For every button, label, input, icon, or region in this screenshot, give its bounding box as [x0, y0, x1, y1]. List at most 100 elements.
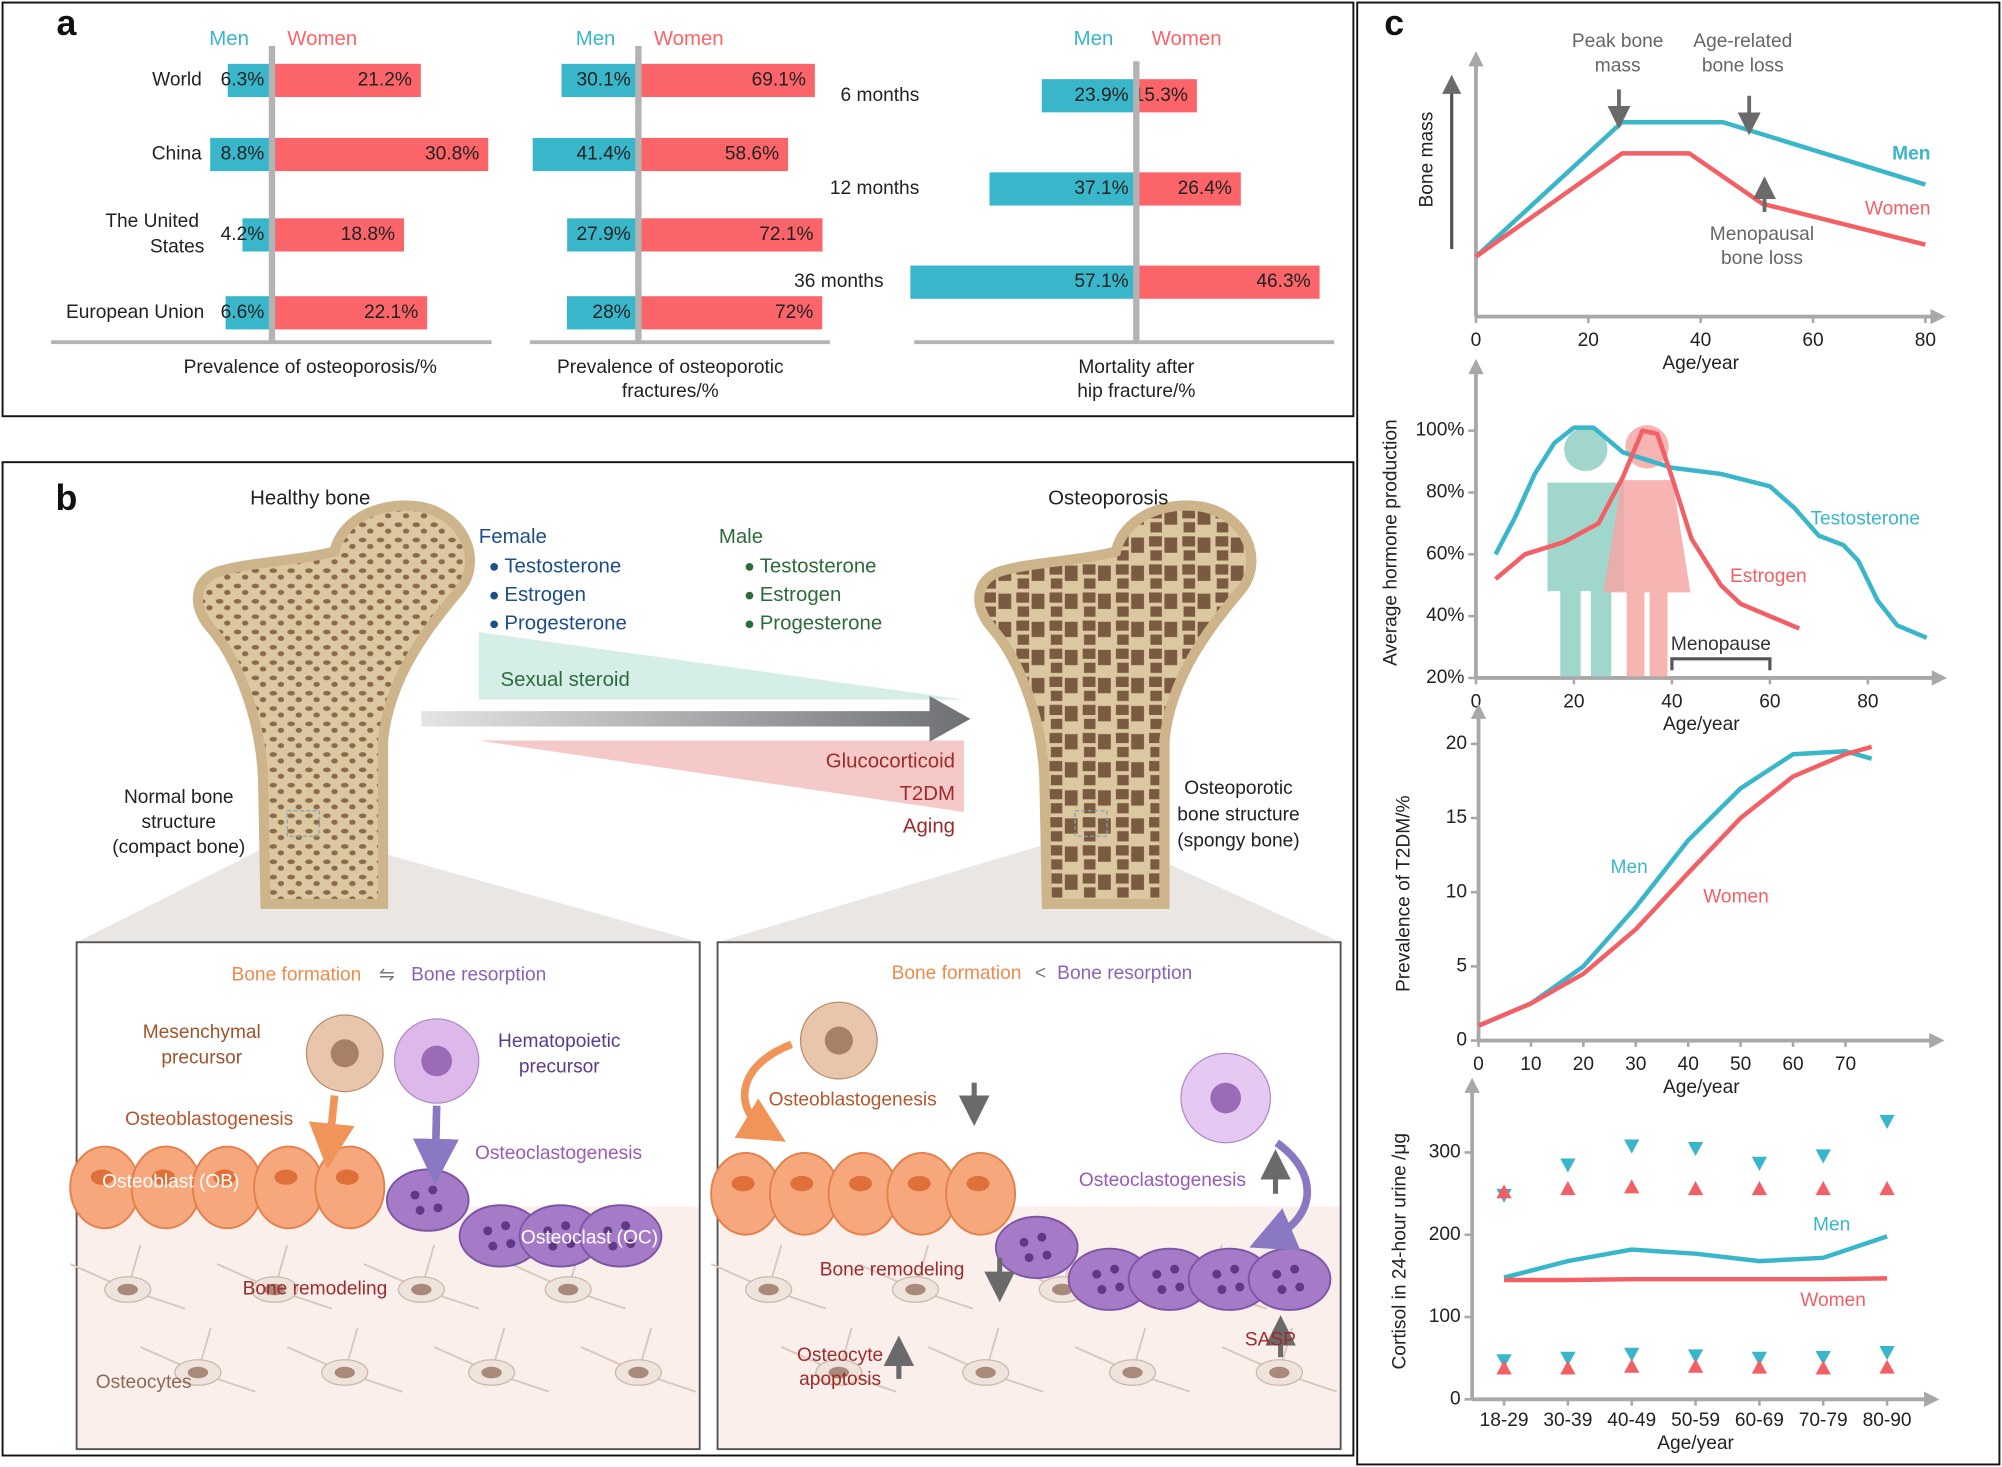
x-tick-label: 40	[1661, 691, 1682, 712]
osteocyte-nucleus	[758, 1283, 779, 1296]
osteocyte-nucleus	[481, 1366, 502, 1379]
osteoblast-nucleus	[90, 1169, 114, 1185]
marker	[1560, 1158, 1576, 1173]
y-tick-label: 5	[1456, 955, 1467, 976]
osteocyte-nucleus	[334, 1366, 355, 1379]
axis-arrow	[1924, 1391, 1940, 1407]
osteocyte-nucleus	[1122, 1366, 1143, 1379]
osteoclast-nucleus	[488, 1241, 498, 1251]
chart-title: fractures/%	[622, 381, 719, 402]
osteoclast-nucleus	[621, 1221, 631, 1231]
osteoblast	[253, 1145, 324, 1230]
label: Mesenchymal	[143, 1022, 261, 1043]
value-label: 30.8%	[425, 144, 479, 165]
bar	[638, 137, 789, 172]
marker	[1815, 1350, 1831, 1366]
nucleus	[1210, 1082, 1242, 1114]
annotation: Age-related	[1693, 31, 1792, 52]
chart-title: Mortality after	[1078, 357, 1195, 378]
osteoclast-nucleus	[1092, 1269, 1102, 1279]
osteoclast-nucleus	[1170, 1264, 1180, 1274]
osteoclast	[994, 1215, 1079, 1279]
osteoclast-nucleus	[1097, 1285, 1107, 1294]
x-tick-label: 20	[1578, 330, 1599, 351]
heading: Osteoporosis	[1048, 488, 1168, 510]
x-tick-label: 0	[1471, 691, 1482, 712]
osteoblast-nucleus	[966, 1175, 990, 1192]
category-label: The United States	[105, 211, 204, 258]
panel-label: a	[56, 3, 77, 43]
zoom-box	[286, 810, 320, 837]
panel-label: c	[1384, 3, 1404, 43]
label: Osteoclastogenesis	[475, 1143, 642, 1164]
x-axis-label: Age/year	[1663, 714, 1740, 735]
x-axis-label: Age/year	[1662, 353, 1739, 374]
panel-b-frame	[1, 461, 1355, 1457]
osteoclast-nucleus	[483, 1226, 493, 1236]
value-label: 72.1%	[759, 224, 813, 245]
axis-arrow	[1931, 670, 1948, 686]
x-tick-label: 70	[1835, 1054, 1856, 1075]
marker	[1815, 1149, 1831, 1164]
y-axis-label: Cortisol in 24-hour urine /μg	[1390, 1133, 1411, 1370]
label: ⇋	[379, 965, 395, 986]
marker	[1751, 1156, 1768, 1171]
marker	[1560, 1181, 1576, 1196]
series-line	[1474, 119, 1927, 259]
y-tick-label: 100	[1429, 1306, 1461, 1327]
annotation: mass	[1595, 55, 1641, 76]
nucleus	[330, 1039, 359, 1068]
legend-label: Men	[576, 28, 616, 50]
osteoclast-nucleus	[543, 1226, 553, 1236]
x-tick-label: 60	[1782, 1054, 1803, 1075]
marker	[1496, 1360, 1512, 1375]
y-tick-label: 60%	[1426, 543, 1464, 564]
label: Hematopoietic	[498, 1031, 621, 1052]
arrow	[734, 1040, 794, 1142]
label: SASP	[1245, 1330, 1296, 1351]
heading: Healthy bone	[250, 488, 370, 510]
osteoclast-nucleus	[1235, 1282, 1245, 1292]
osteoblast-nucleus	[907, 1175, 931, 1192]
x-tick-label: 40	[1690, 330, 1711, 351]
risk-factor: Glucocorticoid	[826, 751, 955, 773]
marker	[1879, 1346, 1895, 1361]
osteoclast	[1247, 1247, 1332, 1311]
x-tick-label: 30	[1625, 1054, 1646, 1075]
osteoclast-nucleus	[1230, 1264, 1240, 1274]
value-label: 4.2%	[221, 224, 265, 245]
man-icon	[1547, 482, 1625, 677]
marker	[1687, 1181, 1704, 1196]
y-tick-label: 100%	[1415, 420, 1464, 441]
value-label: 30.1%	[576, 69, 630, 90]
x-tick-label: 80-90	[1863, 1410, 1912, 1431]
y-tick-label: 15	[1446, 807, 1467, 828]
osteoclast-nucleus	[428, 1185, 438, 1195]
osteocyte-nucleus	[905, 1283, 926, 1296]
hormone: Progesterone	[504, 613, 627, 635]
bar	[271, 63, 421, 98]
osteoclast-nucleus	[433, 1203, 443, 1213]
bar	[567, 218, 639, 252]
bar	[1041, 79, 1137, 113]
marker	[1687, 1349, 1704, 1364]
bullet	[745, 591, 754, 600]
series-line	[1503, 1234, 1888, 1280]
bar	[210, 137, 272, 172]
series-line	[1474, 151, 1926, 259]
label: Bone resorption	[411, 965, 546, 986]
annotation: bone loss	[1702, 55, 1784, 76]
marker	[1687, 1358, 1704, 1373]
value-label: 37.1%	[1074, 178, 1128, 199]
label: Osteoblastogenesis	[769, 1090, 937, 1111]
value-label: 58.6%	[725, 144, 779, 165]
x-tick-label: 70-79	[1799, 1410, 1848, 1431]
y-tick-label: 300	[1429, 1142, 1461, 1163]
osteoclast-nucleus	[603, 1226, 613, 1236]
panel-a-frame	[1, 1, 1355, 418]
osteoclast-nucleus	[1212, 1269, 1222, 1279]
osteoblast	[945, 1151, 1017, 1236]
osteoclast-nucleus	[1042, 1250, 1052, 1260]
